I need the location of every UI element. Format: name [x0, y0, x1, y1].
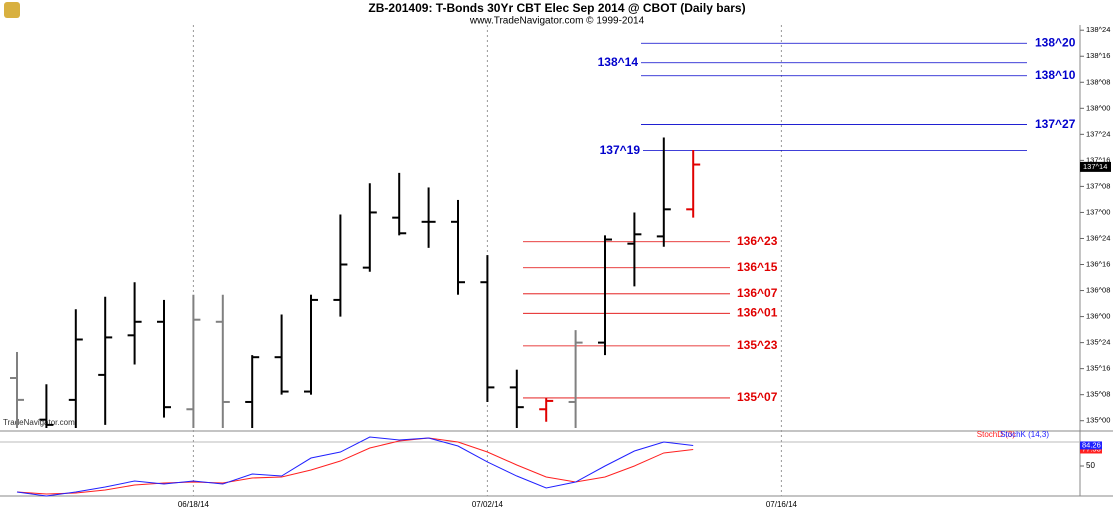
price-bars: [10, 137, 701, 428]
y-tick-label: 136^16: [1086, 259, 1110, 268]
x-tick-label: 06/18/14: [178, 500, 210, 509]
y-tick-label: 135^08: [1086, 390, 1110, 399]
y-tick-label: 137^00: [1086, 207, 1110, 216]
y-tick-label: 138^08: [1086, 77, 1110, 86]
level-label: 137^19: [600, 143, 641, 157]
y-tick-label: 138^00: [1086, 103, 1110, 112]
y-tick-label: 135^24: [1086, 338, 1110, 347]
level-label: 138^10: [1035, 68, 1076, 82]
legend-entry: StochD (3): [977, 430, 1016, 439]
level-label: 135^07: [737, 390, 778, 404]
last-price-box: [1080, 161, 1111, 172]
chart-title: ZB-201409: T-Bonds 30Yr CBT Elec Sep 201…: [368, 1, 745, 15]
stoch-line: [16, 436, 694, 497]
y-tick-label: 138^24: [1086, 25, 1110, 34]
level-label: 136^15: [737, 260, 778, 274]
level-label: 135^23: [737, 338, 778, 352]
last-price-label: 137^14: [1083, 162, 1107, 171]
level-label: 138^20: [1035, 35, 1076, 49]
x-tick-label: 07/16/14: [766, 500, 798, 509]
y-tick-label: 135^16: [1086, 364, 1110, 373]
legend-entry: StochK (14,3): [1000, 430, 1049, 439]
y-tick-label: 137^24: [1086, 129, 1110, 138]
y-tick-label: 135^00: [1086, 416, 1110, 425]
level-label: 136^01: [737, 305, 778, 319]
level-label: 138^14: [598, 55, 639, 69]
chart-subtitle: www.TradeNavigator.com © 1999-2014: [469, 16, 645, 27]
y-tick-label: 136^00: [1086, 312, 1110, 321]
app-icon: [4, 2, 20, 18]
y-tick-label: 136^24: [1086, 233, 1110, 242]
level-label: 136^07: [737, 286, 778, 300]
watermark: TradeNavigator.com: [3, 418, 75, 427]
level-label: 137^27: [1035, 117, 1076, 131]
stoch-line: [16, 437, 694, 495]
y-tick-label: 137^16: [1086, 155, 1110, 164]
value-box: [1080, 441, 1102, 450]
y-tick-label: 138^16: [1086, 51, 1110, 60]
value-box: [1080, 445, 1102, 454]
y-tick-label: 50: [1086, 461, 1095, 470]
value-label: 84.26: [1082, 440, 1101, 449]
x-tick-label: 07/02/14: [472, 500, 504, 509]
y-tick-label: 136^08: [1086, 286, 1110, 295]
y-tick-label: 137^08: [1086, 181, 1110, 190]
level-label: 136^23: [737, 234, 778, 248]
